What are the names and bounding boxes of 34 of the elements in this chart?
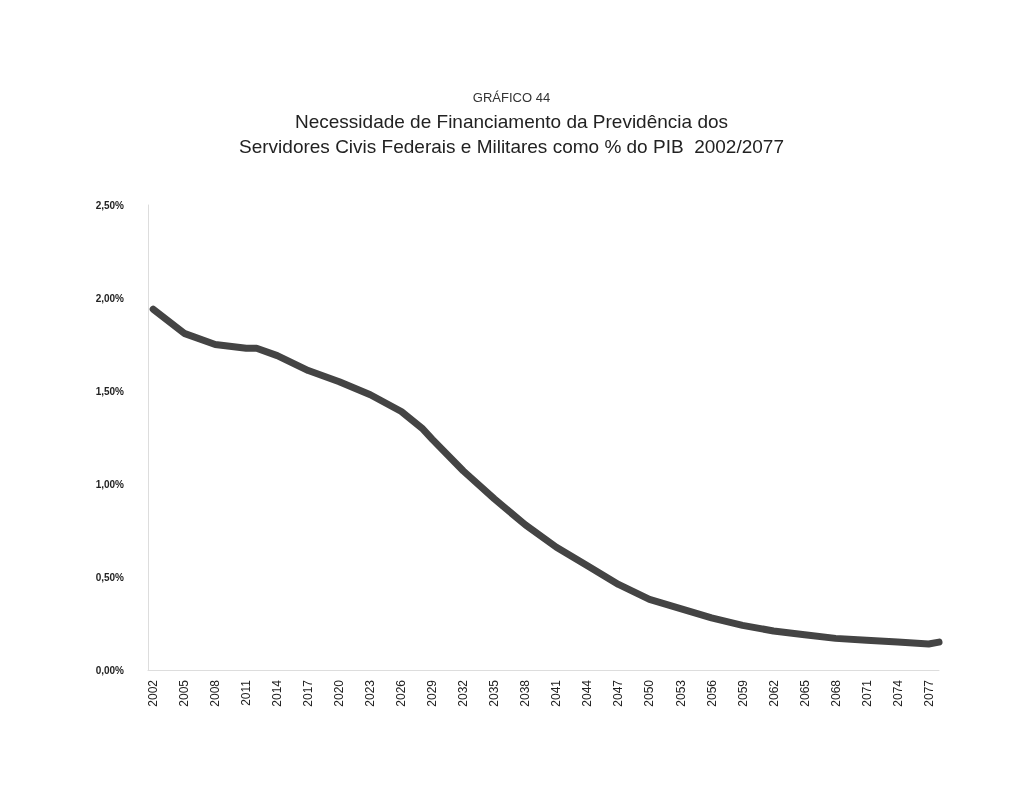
chart-title: Necessidade de Financiamento da Previdência dos Servidores Civis Federais e Militares como % do PIB 2002/2077 [239,111,784,157]
x-tick-label: 2032 [456,679,471,707]
x-tick-label: 2071 [859,679,874,707]
x-tick-label: 2053 [673,679,688,707]
x-tick-label: 2011 [239,679,254,706]
x-tick-label: 2023 [363,679,378,707]
x-tick-label: 2008 [208,679,223,707]
x-tick-label: 2017 [301,679,316,707]
y-tick-label: 2,50% [95,199,125,211]
x-tick-label: 2041 [549,679,564,707]
x-tick-label: 2014 [270,679,285,707]
x-tick-label: 2059 [735,679,750,707]
y-tick-label: 2,00% [95,292,125,304]
x-tick-label: 2035 [487,679,502,707]
x-tick-label: 2068 [828,679,843,707]
y-tick-label: 0,00% [95,664,125,676]
x-tick-label: 2038 [518,679,533,707]
x-tick-label: 2044 [580,679,595,707]
x-tick-label: 2077 [921,679,936,707]
x-tick-label: 2029 [425,679,440,707]
x-tick-label: 2074 [890,679,905,707]
x-tick-label: 2047 [611,679,626,707]
x-tick-label: 2005 [177,679,192,707]
x-tick-label: 2065 [797,679,812,707]
x-tick-label: 2062 [766,679,781,707]
x-tick-label: 2026 [394,679,409,707]
chart-subtitle: GRÁFICO 44 [472,90,551,105]
y-tick-label: 1,50% [95,385,125,397]
x-tick-label: 2050 [642,679,657,707]
y-tick-label: 1,00% [95,478,125,490]
y-tick-label: 0,50% [95,571,125,583]
x-tick-label: 2020 [332,679,347,707]
x-tick-label: 2056 [704,679,719,707]
x-tick-label: 2002 [146,679,161,707]
